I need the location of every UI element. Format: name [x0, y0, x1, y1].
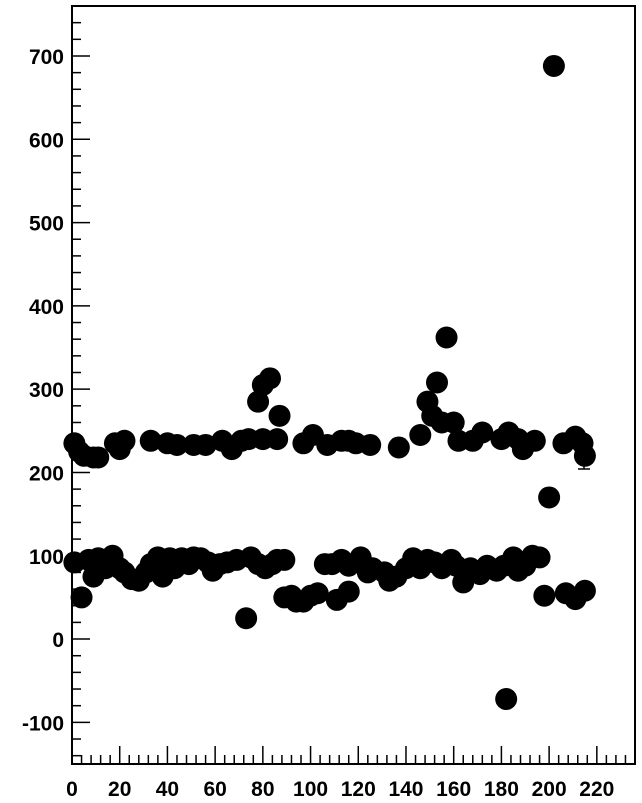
- y-tick-label: 100: [29, 546, 64, 569]
- x-tick-label: 20: [108, 778, 131, 801]
- x-axis-tick-labels: 0 20 40 60 80 100 120 140 160 180 200 220: [66, 778, 614, 801]
- data-point: [87, 446, 110, 469]
- y-tick-label: 700: [29, 46, 64, 69]
- data-point: [268, 404, 291, 427]
- data-point: [538, 486, 561, 509]
- y-axis-tick-labels: -100 0 100 200 300 400 500 600 700: [22, 46, 64, 735]
- data-point: [409, 423, 432, 446]
- data-point: [573, 579, 596, 602]
- x-tick-label: 120: [341, 778, 376, 801]
- data-points: [63, 54, 596, 711]
- data-point: [573, 444, 596, 467]
- y-tick-label: -100: [22, 712, 64, 735]
- x-tick-label: 160: [436, 778, 471, 801]
- data-point: [113, 429, 136, 452]
- data-point: [359, 433, 382, 456]
- x-tick-label: 60: [203, 778, 226, 801]
- plot-frame: [71, 5, 636, 765]
- data-point: [235, 607, 258, 630]
- x-tick-label: 200: [532, 778, 567, 801]
- data-point: [528, 546, 551, 569]
- x-tick-label: 140: [388, 778, 423, 801]
- y-tick-label: 500: [29, 213, 64, 236]
- x-tick-label: 0: [66, 778, 78, 801]
- data-point: [435, 326, 458, 349]
- y-tick-label: 600: [29, 129, 64, 152]
- data-point: [266, 428, 289, 451]
- data-point: [542, 54, 565, 77]
- data-point: [70, 586, 93, 609]
- y-tick-label: 200: [29, 462, 64, 485]
- y-tick-label: 300: [29, 379, 64, 402]
- x-tick-label: 100: [293, 778, 328, 801]
- data-point: [337, 580, 360, 603]
- y-tick-label: 400: [29, 296, 64, 319]
- data-point: [165, 433, 188, 456]
- data-point: [471, 421, 494, 444]
- data-point: [306, 582, 329, 605]
- data-point: [259, 367, 282, 390]
- data-point: [387, 436, 410, 459]
- x-tick-label: 80: [251, 778, 274, 801]
- y-tick-label: 0: [52, 629, 64, 652]
- x-axis-ticks: [71, 746, 636, 764]
- data-point: [273, 548, 296, 571]
- data-point: [442, 411, 465, 434]
- data-point: [425, 371, 448, 394]
- y-axis-ticks: [72, 5, 90, 757]
- x-tick-label: 180: [484, 778, 519, 801]
- data-point: [533, 584, 556, 607]
- data-point: [523, 429, 546, 452]
- data-point: [247, 390, 270, 413]
- x-tick-label: 40: [156, 778, 179, 801]
- data-point: [139, 429, 162, 452]
- x-tick-label: 220: [579, 778, 614, 801]
- data-point: [495, 688, 518, 711]
- data-point: [194, 433, 217, 456]
- error-bar: [578, 441, 590, 470]
